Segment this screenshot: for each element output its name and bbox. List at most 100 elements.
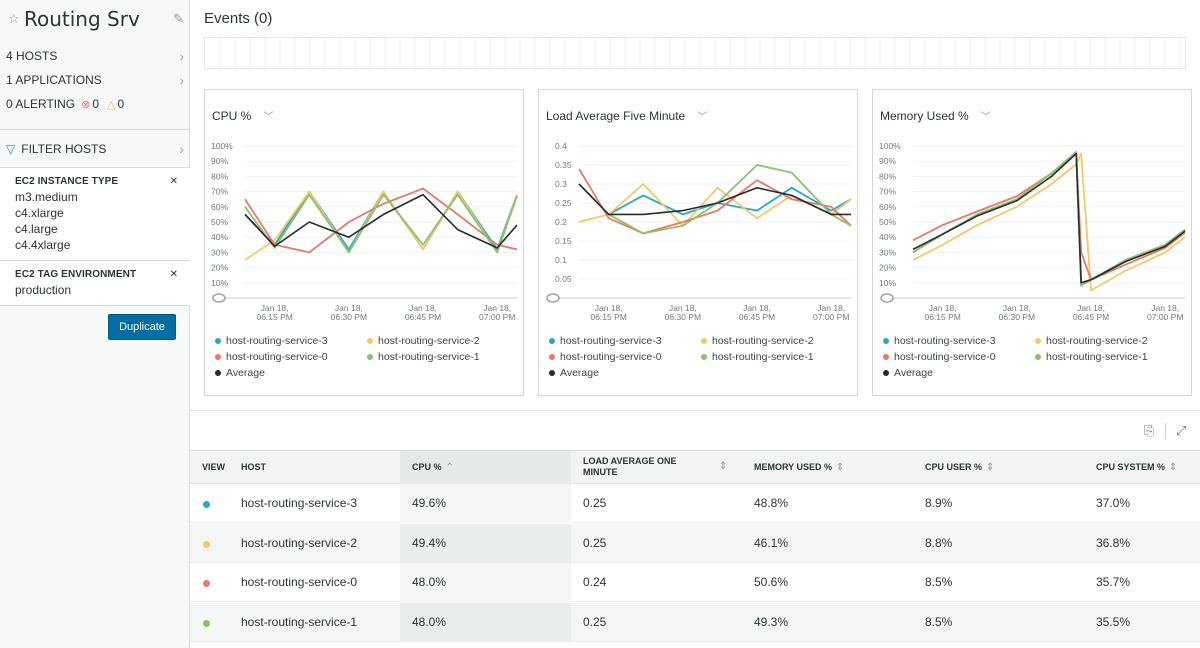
- star-icon[interactable]: ☆: [8, 11, 20, 26]
- edit-pencil-icon[interactable]: ✎: [173, 11, 184, 26]
- memory-chart-panel: Memory Used % ﹀ 100% 90% 80% 70% 60% 50% 40% 30%…: [872, 89, 1192, 396]
- chart-title[interactable]: CPU % ﹀: [212, 108, 273, 123]
- cell-load: 0.25: [583, 614, 607, 629]
- cell-mem: 49.3%: [754, 614, 789, 629]
- column-cpu[interactable]: CPU % ⌃: [412, 462, 454, 473]
- x-tick-label: Jan 18,: [817, 303, 845, 313]
- y-tick-label: 50%: [879, 217, 896, 227]
- legend-item[interactable]: host-routing-service-2: [367, 335, 480, 347]
- cell-host[interactable]: host-routing-service-1: [241, 614, 358, 629]
- series-line-Average: [244, 193, 518, 249]
- legend-item[interactable]: host-routing-service-3: [549, 335, 662, 347]
- x-tick-label: Jan 18,: [483, 303, 511, 313]
- cell-host[interactable]: host-routing-service-0: [241, 575, 358, 589]
- x-tick-label: Jan 18,: [743, 303, 771, 313]
- y-tick-label: 0.2: [555, 217, 567, 227]
- applications-link[interactable]: 1 APPLICATIONS ›: [6, 70, 184, 90]
- sorted-cell-bg: [400, 563, 571, 602]
- events-timeline[interactable]: [204, 37, 1186, 70]
- time-slider-handle[interactable]: [880, 293, 894, 303]
- legend-item[interactable]: host-routing-service-1: [701, 351, 814, 363]
- legend-item[interactable]: host-routing-service-0: [883, 351, 996, 363]
- series-line-host-routing-service-1: [912, 151, 1186, 287]
- series-line-host-routing-service-0: [912, 152, 1186, 281]
- legend-label: host-routing-service-1: [712, 351, 814, 363]
- table-row[interactable]: host-routing-service-1 48.0% 0.25 49.3% 8.5%…: [190, 602, 1200, 642]
- cell-host[interactable]: host-routing-service-3: [241, 496, 358, 510]
- time-slider-handle[interactable]: [546, 293, 560, 303]
- legend-label: Average: [560, 367, 599, 379]
- x-tick-label: 06:15 PM: [924, 312, 960, 322]
- cell-load: 0.25: [583, 496, 607, 510]
- cell-sys: 36.8%: [1096, 535, 1131, 550]
- host-color-dot[interactable]: [203, 580, 210, 587]
- y-tick-label: 0.15: [555, 236, 572, 246]
- filter-section-tag-environment: EC2 TAG ENVIRONMENT ✕ production: [0, 261, 190, 305]
- time-slider-handle[interactable]: [212, 293, 226, 303]
- cell-cpu: 49.4%: [412, 535, 447, 550]
- duplicate-button[interactable]: Duplicate: [108, 314, 176, 340]
- y-tick-label: 90%: [879, 156, 896, 166]
- remove-filter-icon[interactable]: ✕: [169, 176, 178, 187]
- y-tick-label: 0.1: [555, 255, 567, 265]
- host-color-dot[interactable]: [203, 540, 210, 548]
- legend-dot: [215, 370, 221, 376]
- column-memory[interactable]: MEMORY USED % ⇕: [754, 462, 844, 473]
- legend-item[interactable]: host-routing-service-3: [215, 335, 328, 347]
- legend-item[interactable]: host-routing-service-1: [1035, 351, 1148, 363]
- column-cpu-system[interactable]: CPU SYSTEM % ⇕: [1096, 462, 1177, 473]
- cpu-chart[interactable]: 100%90%80%70%60%50%40%30%20%10%Jan 18,06…: [205, 130, 523, 330]
- cell-sys: 35.7%: [1096, 575, 1131, 589]
- legend-label: host-routing-service-3: [226, 335, 328, 347]
- column-host[interactable]: HOST: [241, 462, 267, 472]
- x-tick-label: 07:00 PM: [479, 312, 515, 322]
- series-line-host-routing-service-3: [578, 183, 852, 216]
- filter-hosts-link[interactable]: ▽ FILTER HOSTS ›: [6, 139, 184, 159]
- y-tick-label: 0.4: [555, 141, 567, 151]
- table-row[interactable]: host-routing-service-3 49.6% 0.25 48.8% 8.9%…: [190, 484, 1200, 523]
- sorted-cell-bg: [400, 602, 571, 642]
- sorted-cell-bg: [400, 484, 571, 523]
- legend-item[interactable]: Average: [215, 367, 265, 379]
- legend-item[interactable]: host-routing-service-0: [215, 351, 328, 363]
- filter-hosts-label: FILTER HOSTS: [21, 142, 107, 156]
- y-tick-label: 30%: [879, 247, 896, 257]
- expand-icon[interactable]: ⤢: [1176, 423, 1187, 438]
- memory-chart[interactable]: 100%90%80%70%60%50%40%30%20%10%Jan 18,06…: [873, 130, 1191, 330]
- cell-cpu: 48.0%: [412, 614, 447, 629]
- filter-section-heading: EC2 INSTANCE TYPE: [15, 176, 119, 187]
- table-row[interactable]: host-routing-service-0 48.0% 0.24 50.6% 8.5%…: [190, 563, 1200, 602]
- x-tick-label: Jan 18,: [261, 303, 289, 313]
- critical-icon: ⊗: [81, 98, 91, 111]
- divider: [0, 167, 190, 168]
- legend-item[interactable]: host-routing-service-2: [1035, 335, 1148, 347]
- hosts-link[interactable]: 4 HOSTS ›: [6, 46, 184, 66]
- column-load[interactable]: LOAD AVERAGE ONE MINUTE: [583, 456, 693, 478]
- legend-item[interactable]: host-routing-service-1: [367, 351, 480, 363]
- y-tick-label: 10%: [879, 278, 896, 288]
- legend-item[interactable]: Average: [549, 367, 599, 379]
- legend-item[interactable]: host-routing-service-2: [701, 335, 814, 347]
- table-row[interactable]: host-routing-service-2 49.4% 0.25 46.1% 8.8%…: [190, 523, 1200, 563]
- chevron-right-icon: ›: [179, 72, 184, 88]
- column-cpu-user[interactable]: CPU USER % ⇕: [925, 462, 994, 473]
- cell-host[interactable]: host-routing-service-2: [241, 535, 358, 550]
- host-color-dot[interactable]: [203, 619, 210, 627]
- legend-item[interactable]: host-routing-service-0: [549, 351, 662, 363]
- legend-dot: [1035, 354, 1041, 360]
- legend-dot: [367, 338, 373, 344]
- export-icon[interactable]: ⎘: [1144, 423, 1155, 438]
- chart-title[interactable]: Memory Used % ﹀: [880, 108, 991, 123]
- legend-item[interactable]: host-routing-service-3: [883, 335, 996, 347]
- remove-filter-icon[interactable]: ✕: [169, 269, 178, 280]
- sort-icon: ⇕: [1169, 462, 1178, 473]
- alerting-row: 0 ALERTING ⊗ 0 △ 0: [6, 94, 184, 114]
- chevron-down-icon: ﹀: [263, 112, 274, 123]
- filter-icon: ▽: [6, 142, 16, 156]
- chart-title[interactable]: Load Average Five Minute ﹀: [546, 108, 707, 123]
- filter-value: c4.xlarge: [15, 206, 64, 220]
- chevron-down-icon: ﹀: [980, 112, 991, 123]
- host-color-dot[interactable]: [203, 501, 210, 508]
- legend-item[interactable]: Average: [883, 367, 933, 379]
